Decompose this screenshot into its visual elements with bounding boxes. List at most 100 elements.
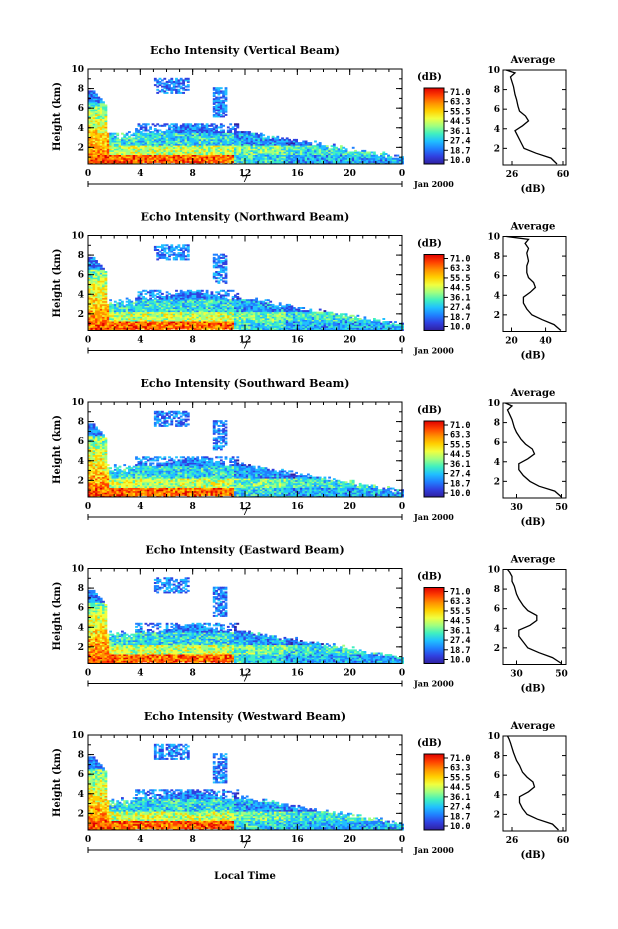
heatmap-cell [189, 129, 193, 132]
heatmap-cell [222, 160, 225, 163]
heatmap-cell [205, 157, 209, 160]
heatmap-cell [104, 281, 108, 284]
heatmap-cell [201, 128, 204, 130]
heatmap-cell [316, 146, 320, 149]
heatmap-cell [88, 314, 91, 317]
heatmap-cell [215, 148, 218, 151]
heatmap-cell [149, 159, 152, 162]
heatmap-cell [259, 140, 263, 143]
heatmap-cell [210, 134, 214, 137]
heatmap-cell [238, 297, 242, 300]
heatmap-cell [245, 145, 249, 148]
heatmap-cell [252, 138, 256, 141]
heatmap-cell [196, 132, 200, 135]
heatmap-cell [175, 156, 178, 159]
heatmap-cell [340, 160, 343, 163]
heatmap-cell [90, 99, 94, 102]
heatmap-cell [238, 137, 242, 140]
heatmap-cell [90, 289, 94, 292]
heatmap-cell [142, 157, 145, 160]
heatmap-cell [226, 159, 230, 162]
heatmap-cell [95, 325, 98, 328]
heatmap-cell [104, 159, 108, 162]
heatmap-cell [123, 319, 127, 322]
heatmap-cell [281, 153, 284, 155]
heatmap-cell [99, 305, 103, 308]
heatmap-cell [97, 162, 101, 165]
heatmap-cell [219, 101, 223, 104]
heatmap-cell [172, 131, 176, 134]
heatmap-cell [99, 129, 103, 132]
profile-x-label: (dB) [521, 184, 546, 195]
heatmap-cell [234, 160, 237, 163]
heatmap-cell [121, 313, 124, 316]
heatmap-cell [205, 131, 209, 134]
heatmap-cell [109, 132, 112, 135]
heatmap-cell [184, 126, 188, 129]
heatmap-cell [90, 328, 94, 331]
heatmap-cell [226, 299, 230, 302]
heatmap-cell [212, 101, 216, 104]
heatmap-cell [163, 149, 167, 152]
heatmap-cell [205, 124, 209, 127]
heatmap-cell [297, 159, 301, 162]
heatmap-cell [222, 142, 225, 145]
heatmap-cell [314, 159, 317, 162]
heatmap-cell [88, 101, 91, 104]
heatmap-cell [234, 149, 237, 152]
heatmap-cell [295, 146, 298, 149]
heatmap-cell [168, 129, 171, 132]
heatmap-cell [208, 135, 211, 138]
heatmap-cell [137, 134, 141, 137]
heatmap-cell [186, 154, 190, 157]
heatmap-cell [255, 160, 258, 163]
heatmap-cell [165, 137, 169, 140]
heatmap-cell [217, 87, 221, 90]
heatmap-cell [109, 302, 112, 305]
heatmap-cell [262, 162, 266, 165]
heatmap-cell [118, 151, 122, 154]
heatmap-cell [217, 106, 221, 108]
heatmap-cell [130, 134, 134, 137]
heatmap-cell [307, 157, 310, 160]
heatmap-cell [172, 160, 176, 163]
heatmap-cell [132, 321, 136, 324]
heatmap-cell [175, 157, 178, 160]
heatmap-cell [177, 134, 181, 137]
heatmap-cell [104, 131, 108, 134]
heatmap-cell [153, 84, 157, 87]
heatmap-cell [130, 318, 134, 320]
heatmap-cell [106, 143, 110, 146]
heatmap-cell [88, 300, 91, 303]
heatmap-cell [184, 124, 188, 127]
date-label: Jan 2000 [413, 179, 454, 189]
heatmap-cell [175, 88, 178, 91]
heatmap-cell [394, 159, 397, 162]
heatmap-cell [201, 126, 204, 129]
heatmap-cell [215, 145, 218, 148]
heatmap-cell [191, 145, 195, 148]
heatmap-cell [349, 156, 353, 159]
heatmap-cell [203, 160, 207, 163]
heatmap-cell [102, 132, 105, 135]
heatmap-cell [90, 310, 94, 313]
heatmap-cell [182, 137, 185, 140]
heatmap-cell [97, 300, 101, 303]
heatmap-cell [125, 319, 129, 322]
heatmap-cell [201, 148, 204, 151]
heatmap-cell [219, 106, 223, 108]
heatmap-cell [104, 120, 108, 123]
heatmap-cell [215, 112, 218, 115]
heatmap-cell [323, 156, 327, 159]
heatmap-cell [170, 159, 174, 162]
heatmap-cell [95, 311, 98, 314]
heatmap-cell [384, 162, 388, 165]
heatmap-cell [111, 319, 115, 322]
heatmap-cell [170, 142, 174, 145]
heatmap-cell [97, 316, 101, 319]
heatmap-cell [121, 321, 124, 324]
heatmap-cell [219, 145, 223, 148]
heatmap-cell [196, 123, 200, 126]
heatmap-cell [238, 145, 242, 148]
heatmap-cell [125, 307, 129, 309]
